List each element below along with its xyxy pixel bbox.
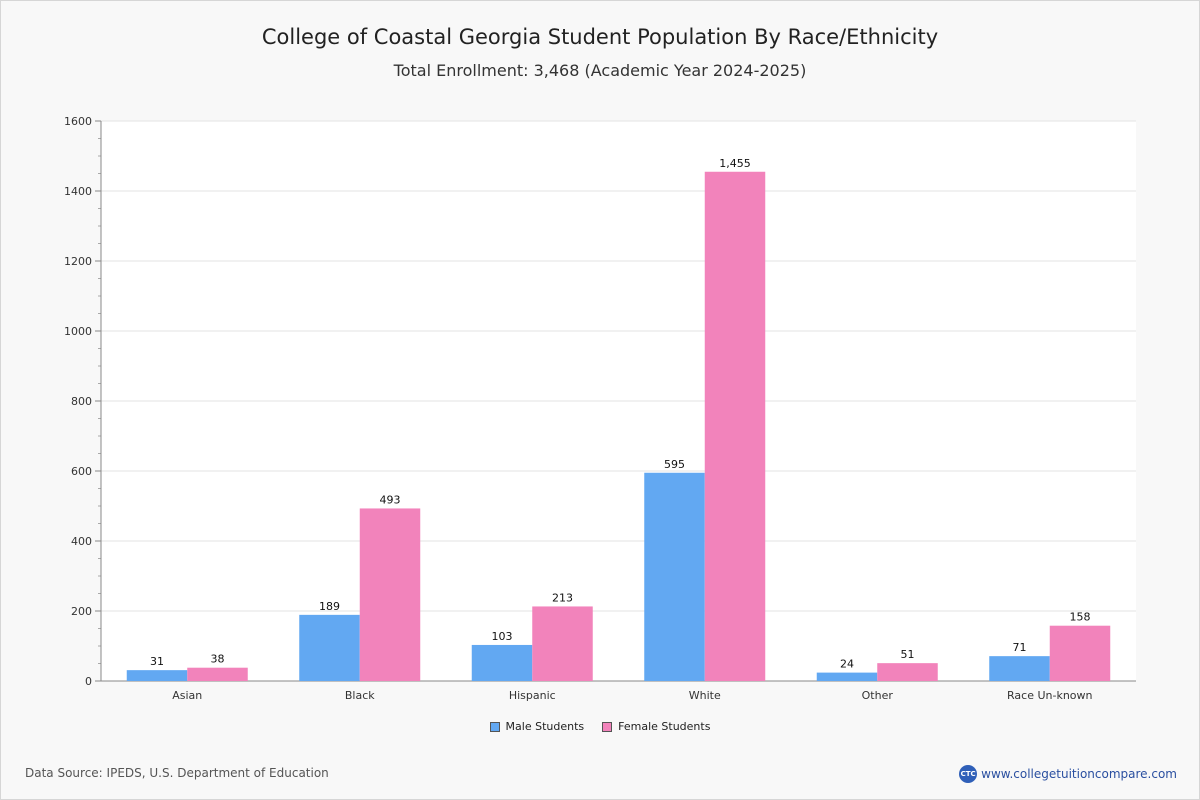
legend-label-female: Female Students	[618, 720, 711, 733]
bar-female-students	[359, 508, 421, 681]
data-source: Data Source: IPEDS, U.S. Department of E…	[25, 766, 329, 780]
x-tick-label: Black	[345, 689, 375, 702]
y-tick-label: 1600	[64, 115, 92, 128]
legend: Male Students Female Students	[1, 720, 1199, 733]
y-tick-label: 800	[71, 395, 92, 408]
brand-logo-icon: CTC	[959, 765, 978, 783]
data-label: 51	[901, 648, 915, 661]
y-tick-label: 400	[71, 535, 92, 548]
y-tick-label: 1000	[64, 325, 92, 338]
data-label: 213	[552, 591, 573, 604]
bar-female-students	[1049, 625, 1111, 681]
x-tick-label: Other	[862, 689, 894, 702]
legend-item-female[interactable]: Female Students	[602, 720, 710, 733]
bar-male-students	[989, 656, 1050, 681]
legend-label-male: Male Students	[505, 720, 585, 733]
chart-subtitle: Total Enrollment: 3,468 (Academic Year 2…	[393, 61, 807, 80]
legend-swatch-male	[489, 721, 500, 732]
data-label: 71	[1013, 641, 1027, 654]
x-tick-label: Asian	[172, 689, 202, 702]
data-label: 38	[211, 653, 225, 666]
brand-link[interactable]: CTC www.collegetuitioncompare.com	[959, 765, 1177, 783]
y-tick-label: 600	[71, 465, 92, 478]
x-tick-label: Race Un-known	[1007, 689, 1093, 702]
x-tick-label: White	[689, 689, 721, 702]
data-label: 103	[492, 630, 513, 643]
y-tick-label: 200	[71, 605, 92, 618]
legend-item-male[interactable]: Male Students	[489, 720, 585, 733]
data-label: 493	[380, 493, 401, 506]
x-tick-label: Hispanic	[509, 689, 556, 702]
bar-female-students	[704, 171, 766, 681]
bar-male-students	[816, 672, 878, 681]
data-label: 158	[1070, 611, 1091, 624]
bar-female-students	[187, 667, 248, 681]
bar-male-students	[471, 644, 533, 681]
bar-female-students	[532, 606, 593, 681]
data-label: 1,455	[719, 157, 751, 170]
bar-male-students	[299, 614, 360, 681]
y-tick-label: 1400	[64, 185, 92, 198]
y-tick-label: 0	[85, 675, 92, 688]
bar-male-students	[644, 472, 705, 681]
data-label: 595	[664, 458, 685, 471]
legend-swatch-female	[602, 721, 613, 732]
bar-female-students	[877, 663, 938, 681]
data-label: 189	[319, 600, 340, 613]
chart-title: College of Coastal Georgia Student Popul…	[261, 25, 939, 49]
data-label: 24	[840, 658, 854, 671]
y-tick-label: 1200	[64, 255, 92, 268]
bar-chart: 0 200 400 600 800 1000 1200 1400 1600 31 38 Asian 18…	[64, 115, 1136, 702]
bar-male-students	[126, 670, 188, 681]
brand-url: www.collegetuitioncompare.com	[981, 767, 1177, 781]
data-label: 31	[150, 655, 164, 668]
